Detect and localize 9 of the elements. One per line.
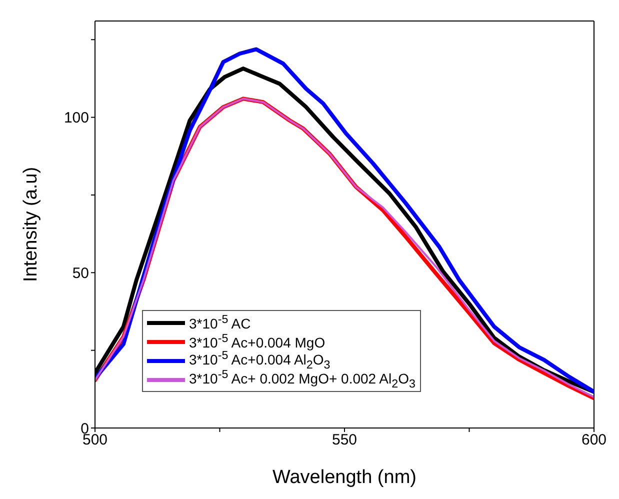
- y-tick-label: 100: [64, 110, 89, 127]
- legend-label: 3*10$^{-5}$ Ac+0.004 MgO: [189, 332, 326, 351]
- y-tick-label: 50: [72, 264, 89, 282]
- x-tick-label: 600: [581, 432, 607, 449]
- y-axis-title: Intensity (a.u): [20, 166, 42, 282]
- legend-label: 3*10$^{-5}$ Ac+ 0.002 MgO+ 0.002 Al$_{2}$O$_{3}$: [189, 368, 416, 391]
- x-axis-title: Wavelength (nm): [272, 467, 416, 488]
- legend-label: 3*10$^{-5}$ AC: [189, 313, 251, 332]
- x-tick-label: 550: [332, 432, 358, 449]
